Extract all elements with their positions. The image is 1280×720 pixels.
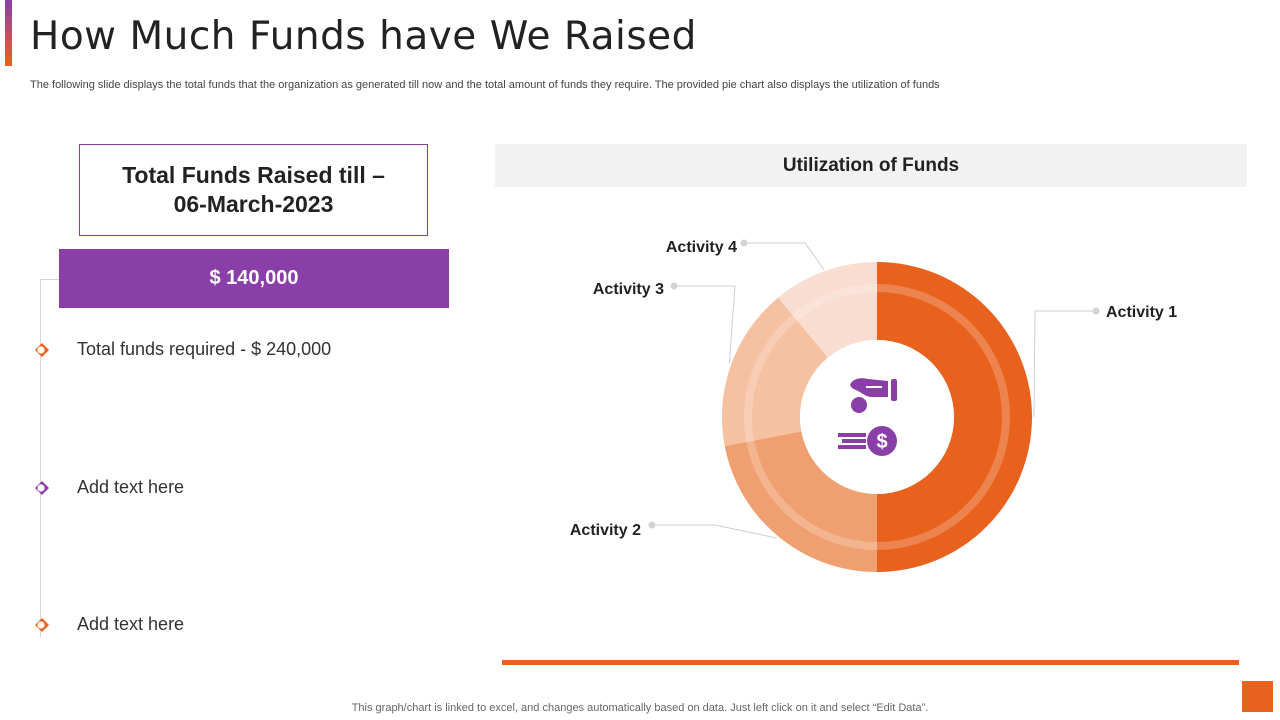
leader-line: [744, 242, 825, 270]
timeline-marker-2-icon: [35, 481, 49, 495]
page-subtitle: The following slide displays the total f…: [30, 79, 940, 91]
timeline-connector: [40, 279, 59, 280]
leader-line: [674, 285, 736, 364]
timeline-item-3-text: Add text here: [77, 614, 185, 634]
donut-inner-ring: [744, 284, 1010, 550]
leader-dot: [648, 521, 656, 529]
slice-label-1: Activity 1: [1106, 304, 1177, 321]
slice-label-3: Activity 3: [593, 281, 664, 298]
timeline-line: [40, 279, 41, 637]
funds-required-text: Total funds required - $ 240,000: [77, 339, 332, 359]
chart-title: Utilization of Funds: [495, 144, 1247, 187]
leader-dot: [1092, 307, 1100, 315]
funds-raised-box: Total Funds Raised till – 06-March-2023: [79, 144, 428, 236]
timeline-marker-1-icon: [35, 343, 49, 357]
leader-line: [652, 524, 778, 539]
slice-activity-1[interactable]: [877, 262, 1032, 572]
slice-activity-4[interactable]: [778, 262, 877, 358]
corner-decoration: [1242, 681, 1273, 712]
title-accent-bar: [5, 0, 12, 66]
funds-raised-date: 06-March-2023: [173, 191, 334, 217]
funds-raised-amount: $ 140,000: [59, 249, 449, 308]
page-title: How Much Funds have We Raised: [30, 14, 697, 59]
funds-raised-label: Total Funds Raised till –: [122, 162, 385, 188]
slice-activity-2[interactable]: [724, 431, 877, 572]
slice-activity-3[interactable]: [722, 297, 828, 447]
footer-note: This graph/chart is linked to excel, and…: [351, 702, 929, 714]
hand-coin-money-icon: $: [838, 378, 897, 456]
svg-text:$: $: [876, 431, 887, 453]
utilization-donut-chart[interactable]: Activity 1 Activity 2 Activity 3 Activity 4…: [495, 190, 1255, 650]
timeline-marker-3-icon: [35, 618, 49, 632]
slice-label-2: Activity 2: [570, 522, 641, 539]
leader-dot: [740, 239, 748, 247]
timeline-item-2-text: Add text here: [77, 477, 185, 497]
leader-line: [1033, 310, 1096, 418]
bottom-divider: [502, 660, 1239, 665]
leader-dot: [670, 282, 678, 290]
donut-hole: [800, 340, 954, 494]
slice-label-4: Activity 4: [666, 239, 737, 256]
